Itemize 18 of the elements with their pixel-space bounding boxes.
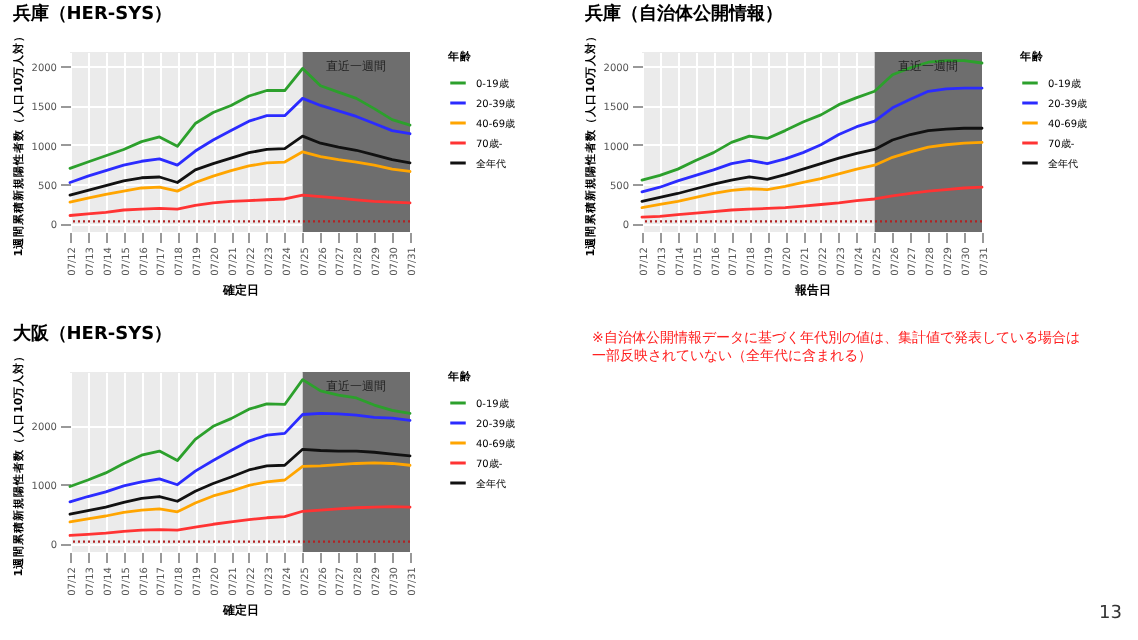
line-series (640, 185, 984, 219)
line-series (640, 140, 984, 210)
line-series (68, 447, 412, 516)
line-series (640, 59, 984, 182)
line-series (68, 193, 412, 217)
chart-title: 大阪（HER-SYS） (12, 322, 173, 345)
line-series (68, 411, 412, 504)
chart-title: 兵庫（HER-SYS） (10, 2, 173, 25)
line-series (68, 461, 412, 524)
line-series (68, 150, 412, 204)
line-series (68, 505, 412, 537)
line-series (68, 378, 412, 488)
line-series (640, 126, 984, 203)
chart-title: 兵庫（自治体公開情報） (582, 2, 783, 25)
line-series (68, 134, 412, 197)
line-series (640, 86, 984, 194)
text: 13 (1099, 604, 1122, 624)
line-series (68, 96, 412, 184)
